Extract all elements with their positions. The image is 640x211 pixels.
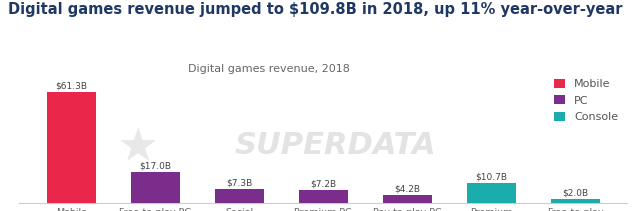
Bar <box>299 189 348 203</box>
Bar <box>131 172 180 203</box>
Bar <box>383 195 431 203</box>
Text: $4.2B: $4.2B <box>394 184 420 193</box>
Text: Digital games revenue, 2018: Digital games revenue, 2018 <box>188 64 349 74</box>
Text: $10.7B: $10.7B <box>476 173 508 182</box>
Text: $61.3B: $61.3B <box>55 81 87 90</box>
Bar <box>215 189 264 203</box>
Bar <box>47 92 95 203</box>
Text: Digital games revenue jumped to $109.8B in 2018, up 11% year-over-year: Digital games revenue jumped to $109.8B … <box>8 2 622 17</box>
Text: $17.0B: $17.0B <box>139 161 171 170</box>
Text: $7.3B: $7.3B <box>226 179 252 188</box>
Text: ★: ★ <box>116 127 159 172</box>
Text: $2.0B: $2.0B <box>562 188 588 197</box>
Bar <box>467 183 516 203</box>
Legend: Mobile, PC, Console: Mobile, PC, Console <box>551 75 621 125</box>
Bar <box>551 199 600 203</box>
Text: $7.2B: $7.2B <box>310 179 336 188</box>
Text: SUPERDATA: SUPERDATA <box>234 131 436 160</box>
